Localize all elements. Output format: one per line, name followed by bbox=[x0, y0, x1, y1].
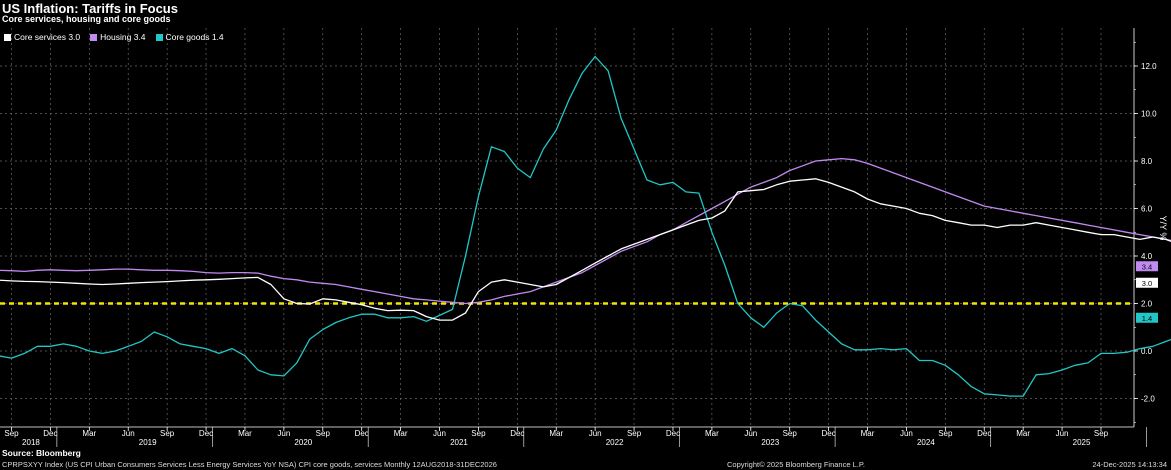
x-tick-label: Sep bbox=[627, 429, 642, 438]
x-year-label: 2018 bbox=[22, 438, 40, 447]
chart-legend: Core services 3.0 Housing 3.4 Core goods… bbox=[4, 32, 224, 42]
end-tag-label-core-goods: 1.4 bbox=[1142, 314, 1152, 323]
x-tick-label: Jun bbox=[1056, 429, 1069, 438]
x-tick-label: Mar bbox=[861, 429, 875, 438]
legend-label-housing: Housing 3.4 bbox=[100, 32, 146, 42]
legend-item-housing[interactable]: Housing 3.4 bbox=[90, 32, 146, 42]
x-tick-label: Jun bbox=[900, 429, 913, 438]
x-tick-label: Mar bbox=[549, 429, 563, 438]
end-tag-housing bbox=[1136, 261, 1158, 272]
legend-item-core-services[interactable]: Core services 3.0 bbox=[4, 32, 80, 42]
x-year-label: 2022 bbox=[606, 438, 624, 447]
x-tick-label: Jun bbox=[589, 429, 602, 438]
legend-label-core-goods: Core goods 1.4 bbox=[165, 32, 224, 42]
source-note: Source: Bloomberg bbox=[2, 448, 81, 458]
series-line-core-goods bbox=[0, 55, 1171, 397]
x-tick-label: Dec bbox=[666, 429, 680, 438]
x-tick-label: Jun bbox=[433, 429, 446, 438]
x-tick-label: Dec bbox=[510, 429, 524, 438]
x-year-label: 2020 bbox=[294, 438, 312, 447]
chart-subtitle: Core services, housing and core goods bbox=[2, 14, 171, 24]
x-tick-label: Jun bbox=[277, 429, 290, 438]
chart-end-tags: 3.0 3.4 1.4 bbox=[1136, 261, 1158, 323]
y-tick-label: 0.0 bbox=[1141, 347, 1153, 356]
copyright-note: Copyright© 2025 Bloomberg Finance L.P. bbox=[727, 460, 865, 469]
x-tick-label: Dec bbox=[199, 429, 213, 438]
y-tick-label: 8.0 bbox=[1141, 157, 1153, 166]
series-line-core-services bbox=[0, 178, 1171, 321]
chart-series bbox=[0, 55, 1171, 397]
index-note: CPRPSXYY Index (US CPI Urban Consumers S… bbox=[2, 460, 497, 469]
x-tick-label: Jun bbox=[744, 429, 757, 438]
end-tag-label-housing: 3.4 bbox=[1142, 262, 1152, 271]
end-tag-core-goods bbox=[1136, 312, 1158, 323]
x-tick-label: Sep bbox=[471, 429, 486, 438]
x-tick-label: Dec bbox=[43, 429, 57, 438]
y-tick-label: 10.0 bbox=[1141, 110, 1157, 119]
x-year-label: 2023 bbox=[761, 438, 779, 447]
chart-axes: -2.00.02.04.06.08.010.012.0Y/Y %Sep2018D… bbox=[0, 28, 1168, 447]
legend-swatch-core-services bbox=[4, 33, 11, 41]
x-tick-label: Dec bbox=[821, 429, 835, 438]
x-tick-label: Mar bbox=[238, 429, 252, 438]
y-axis-label: Y/Y % bbox=[1158, 216, 1168, 241]
legend-label-core-services: Core services 3.0 bbox=[14, 32, 81, 42]
x-tick-label: Dec bbox=[977, 429, 991, 438]
x-tick-label: Mar bbox=[394, 429, 408, 438]
x-year-label: 2021 bbox=[450, 438, 468, 447]
timestamp: 24-Dec-2025 14:13:34 bbox=[1092, 460, 1167, 469]
y-tick-label: -2.0 bbox=[1141, 395, 1155, 404]
legend-item-core-goods[interactable]: Core goods 1.4 bbox=[155, 32, 224, 42]
y-tick-label: 6.0 bbox=[1141, 205, 1153, 214]
x-tick-label: Sep bbox=[4, 429, 19, 438]
end-tag-core-services bbox=[1136, 277, 1158, 288]
x-tick-label: Sep bbox=[783, 429, 798, 438]
legend-swatch-core-goods bbox=[155, 33, 163, 41]
series-line-housing bbox=[0, 157, 1171, 305]
end-tag-label-core-services: 3.0 bbox=[1142, 279, 1152, 288]
y-tick-label: 2.0 bbox=[1141, 300, 1153, 309]
x-tick-label: Sep bbox=[1094, 429, 1109, 438]
x-tick-label: Mar bbox=[1016, 429, 1030, 438]
y-tick-label: 4.0 bbox=[1141, 252, 1153, 261]
x-year-label: 2025 bbox=[1073, 438, 1091, 447]
x-year-label: 2024 bbox=[917, 438, 935, 447]
y-tick-label: 12.0 bbox=[1141, 62, 1157, 71]
legend-swatch-housing bbox=[90, 33, 98, 41]
x-tick-label: Dec bbox=[355, 429, 369, 438]
chart-grid bbox=[0, 28, 1134, 427]
x-year-label: 2019 bbox=[139, 438, 157, 447]
x-tick-label: Sep bbox=[316, 429, 331, 438]
x-tick-label: Sep bbox=[160, 429, 175, 438]
x-tick-label: Mar bbox=[705, 429, 719, 438]
x-tick-label: Jun bbox=[122, 429, 135, 438]
chart-title: US Inflation: Tariffs in Focus bbox=[2, 1, 178, 16]
x-tick-label: Mar bbox=[82, 429, 96, 438]
x-tick-label: Sep bbox=[938, 429, 953, 438]
